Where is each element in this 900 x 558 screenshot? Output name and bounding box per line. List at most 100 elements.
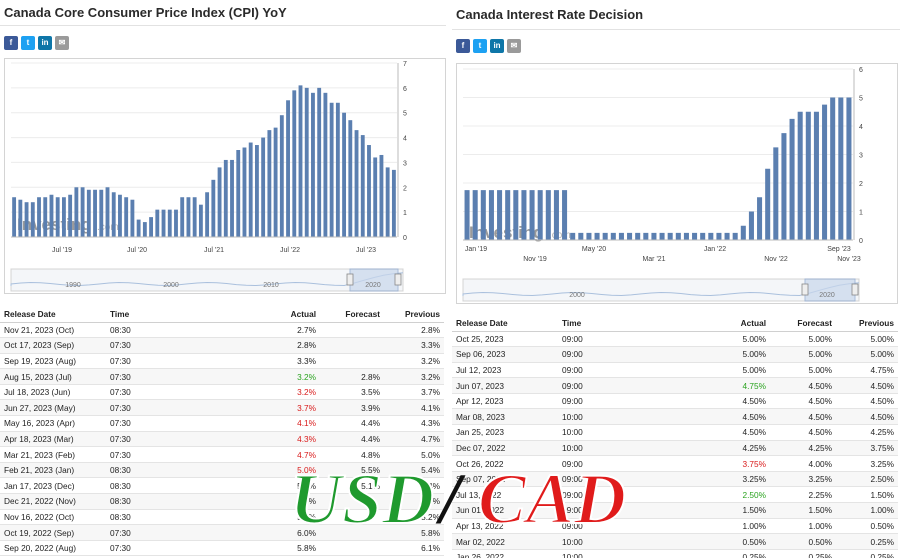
chart-bar[interactable] [211, 179, 216, 237]
chart-bar[interactable] [323, 92, 328, 237]
chart-bar[interactable] [354, 130, 359, 237]
chart-bar[interactable] [497, 190, 503, 240]
chart-bar[interactable] [700, 232, 706, 240]
chart-bar[interactable] [192, 197, 197, 237]
column-header[interactable]: Forecast [320, 306, 384, 323]
chart-bar[interactable] [529, 190, 535, 240]
chart-bar[interactable] [273, 127, 278, 237]
chart-bar[interactable] [667, 232, 673, 240]
chart-bar[interactable] [570, 232, 576, 240]
facebook-share-icon[interactable]: f [4, 36, 18, 50]
chart-bar[interactable] [521, 190, 527, 240]
chart-bar[interactable] [49, 194, 54, 237]
chart-bar[interactable] [838, 97, 844, 241]
chart-bar[interactable] [757, 197, 763, 240]
chart-bar[interactable] [797, 111, 803, 240]
navigator-handle-left[interactable] [801, 283, 809, 296]
chart-bar[interactable] [385, 167, 390, 237]
chart-bar[interactable] [223, 159, 228, 237]
chart-bar[interactable] [242, 147, 247, 237]
chart-bar[interactable] [635, 232, 641, 240]
chart-bar[interactable] [99, 189, 104, 237]
chart-bar[interactable] [80, 187, 85, 237]
chart-bar[interactable] [217, 167, 222, 237]
chart-bar[interactable] [464, 190, 470, 240]
chart-bar[interactable] [732, 232, 738, 240]
chart-bar[interactable] [149, 217, 154, 237]
chart-bar[interactable] [488, 190, 494, 240]
chart-bar[interactable] [545, 190, 551, 240]
chart-bar[interactable] [513, 190, 519, 240]
chart-bar[interactable] [142, 222, 147, 237]
chart-bar[interactable] [43, 197, 48, 237]
chart-bar[interactable] [692, 232, 698, 240]
chart-bar[interactable] [304, 87, 309, 237]
chart-bar[interactable] [846, 97, 852, 241]
linkedin-share-icon[interactable]: in [38, 36, 52, 50]
chart-bar[interactable] [740, 225, 746, 240]
chart-bar[interactable] [37, 197, 41, 237]
chart-bar[interactable] [618, 232, 624, 240]
chart-bar[interactable] [553, 190, 559, 240]
chart-bar[interactable] [254, 145, 259, 237]
chart-bar[interactable] [367, 145, 371, 237]
chart-bar[interactable] [675, 232, 681, 240]
column-header[interactable]: Release Date [452, 315, 558, 332]
chart-bar[interactable] [30, 202, 35, 237]
chart-bar[interactable] [186, 197, 191, 237]
chart-bar[interactable] [198, 204, 203, 237]
chart-bar[interactable] [578, 232, 584, 240]
range-navigator[interactable] [462, 278, 860, 302]
chart-bar[interactable] [480, 190, 486, 240]
chart-bar[interactable] [391, 169, 396, 237]
twitter-share-icon[interactable]: t [21, 36, 35, 50]
column-header[interactable]: Previous [384, 306, 444, 323]
chart-bar[interactable] [379, 154, 384, 237]
chart-bar[interactable] [174, 209, 178, 237]
chart-bar[interactable] [537, 190, 543, 240]
chart-bar[interactable] [708, 232, 714, 240]
twitter-share-icon[interactable]: t [473, 39, 487, 53]
column-header[interactable]: Previous [836, 315, 898, 332]
chart-bar[interactable] [594, 232, 600, 240]
chart-bar[interactable] [627, 232, 633, 240]
chart-bar[interactable] [155, 209, 160, 237]
navigator-handle-left[interactable] [346, 273, 354, 286]
chart-bar[interactable] [167, 209, 172, 237]
chart-bar[interactable] [12, 197, 17, 237]
chart-bar[interactable] [18, 199, 23, 237]
chart-bar[interactable] [342, 112, 347, 237]
chart-bar[interactable] [335, 102, 340, 237]
column-header[interactable]: Forecast [770, 315, 836, 332]
chart-bar[interactable] [248, 142, 253, 237]
chart-bar[interactable] [805, 111, 811, 240]
chart-bar[interactable] [267, 130, 272, 237]
chart-bar[interactable] [86, 189, 91, 237]
chart-bar[interactable] [311, 92, 315, 237]
chart-bar[interactable] [813, 111, 819, 240]
chart-bar[interactable] [279, 115, 284, 237]
chart-bar[interactable] [586, 232, 592, 240]
chart-bar[interactable] [724, 232, 730, 240]
chart-bar[interactable] [286, 100, 290, 238]
chart-bar[interactable] [773, 147, 779, 240]
chart-bar[interactable] [292, 90, 297, 237]
chart-bar[interactable] [659, 232, 665, 240]
chart-bar[interactable] [472, 190, 478, 240]
chart-bar[interactable] [130, 199, 135, 237]
chart-bar[interactable] [61, 197, 66, 237]
chart-bar[interactable] [24, 202, 29, 237]
facebook-share-icon[interactable]: f [456, 39, 470, 53]
chart-bar[interactable] [373, 157, 378, 237]
range-navigator[interactable] [10, 268, 404, 292]
chart-bar[interactable] [236, 150, 241, 237]
chart-bar[interactable] [348, 120, 353, 237]
column-header[interactable]: Release Date [0, 306, 106, 323]
chart-bar[interactable] [789, 118, 795, 240]
chart-bar[interactable] [93, 189, 97, 237]
chart-bar[interactable] [822, 104, 828, 240]
chart-bar[interactable] [68, 194, 73, 237]
chart-bar[interactable] [830, 97, 836, 241]
chart-bar[interactable] [716, 232, 722, 240]
